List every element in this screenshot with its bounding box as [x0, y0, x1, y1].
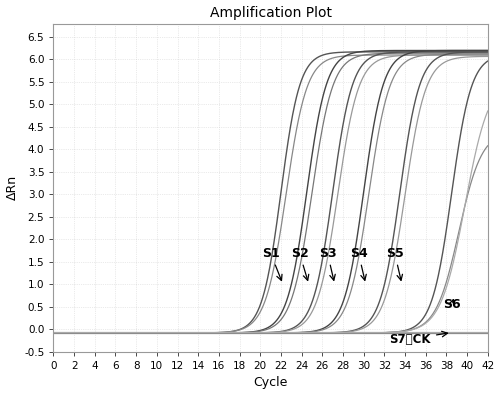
- Text: S1: S1: [262, 246, 282, 280]
- Text: S6: S6: [443, 298, 460, 311]
- Text: S7、CK: S7、CK: [390, 331, 448, 346]
- Title: Amplification Plot: Amplification Plot: [210, 6, 332, 20]
- Text: S2: S2: [290, 246, 309, 280]
- Text: S3: S3: [318, 246, 336, 280]
- Y-axis label: ΔRn: ΔRn: [6, 175, 18, 200]
- Text: S4: S4: [350, 246, 368, 280]
- Text: S5: S5: [386, 246, 404, 280]
- X-axis label: Cycle: Cycle: [254, 376, 288, 389]
